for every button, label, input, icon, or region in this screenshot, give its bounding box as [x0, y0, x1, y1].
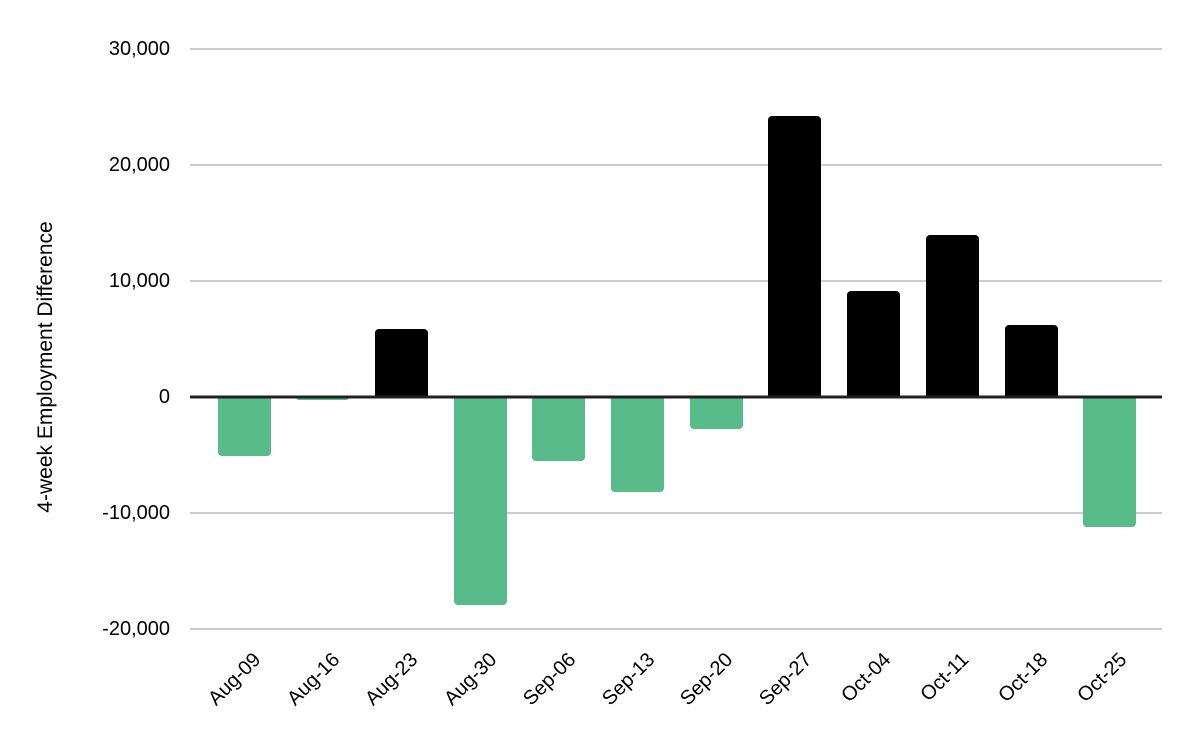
bar-oct-18: [1004, 325, 1058, 397]
bar-aug-16: [296, 397, 350, 401]
bar-aug-30: [453, 397, 507, 605]
y-tick-label: 20,000: [108, 154, 170, 176]
y-tick-label: -10,000: [102, 502, 170, 524]
y-tick-label: 10,000: [108, 270, 170, 292]
gridline: [190, 512, 1162, 514]
bar-aug-23: [374, 328, 428, 397]
gridline: [190, 164, 1162, 166]
y-tick-label: -20,000: [102, 618, 170, 640]
gridline: [190, 280, 1162, 282]
bar-oct-11: [925, 234, 979, 397]
bar-sep-20: [689, 397, 743, 430]
gridline: [190, 48, 1162, 50]
bar-oct-25: [1083, 397, 1137, 527]
zero-axis-line: [190, 395, 1162, 399]
y-tick-label: 30,000: [108, 38, 170, 60]
bar-sep-06: [532, 397, 586, 461]
y-axis-title: 4-week Employment Difference: [34, 221, 57, 513]
bar-oct-04: [847, 291, 901, 397]
bar-sep-27: [768, 116, 822, 397]
y-tick-label: 0: [158, 386, 170, 408]
bar-aug-09: [217, 397, 271, 457]
gridline: [190, 628, 1162, 630]
bar-sep-13: [611, 397, 664, 493]
